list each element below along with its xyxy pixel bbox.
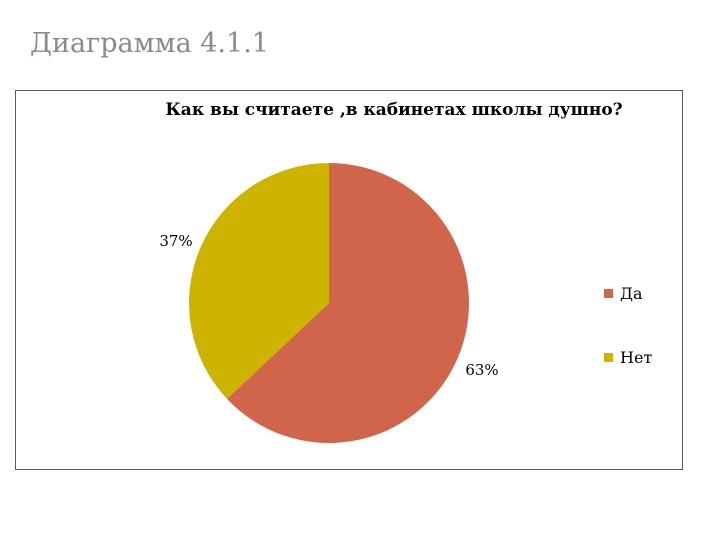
slide-title: Диаграмма 4.1.1 <box>30 28 269 59</box>
pie-slice-2 <box>188 163 329 399</box>
pie-data-labels: 63% 37% <box>159 232 498 379</box>
legend-label-1: Да <box>620 284 643 303</box>
chart-frame: Как вы считаете ,в кабинетах школы душно… <box>15 90 683 470</box>
legend-label-2: Нет <box>620 348 652 367</box>
pie-slices <box>188 163 469 443</box>
data-label-1: 63% <box>465 361 498 379</box>
chart-legend: Да Нет <box>604 284 652 367</box>
legend-swatch-2 <box>604 353 613 362</box>
pie-slice-1 <box>226 163 469 443</box>
chart-title: Как вы считаете ,в кабинетах школы душно… <box>165 100 622 120</box>
pie-chart: Как вы считаете ,в кабинетах школы душно… <box>159 100 652 443</box>
legend-swatch-1 <box>604 289 613 298</box>
data-label-2: 37% <box>159 232 192 250</box>
